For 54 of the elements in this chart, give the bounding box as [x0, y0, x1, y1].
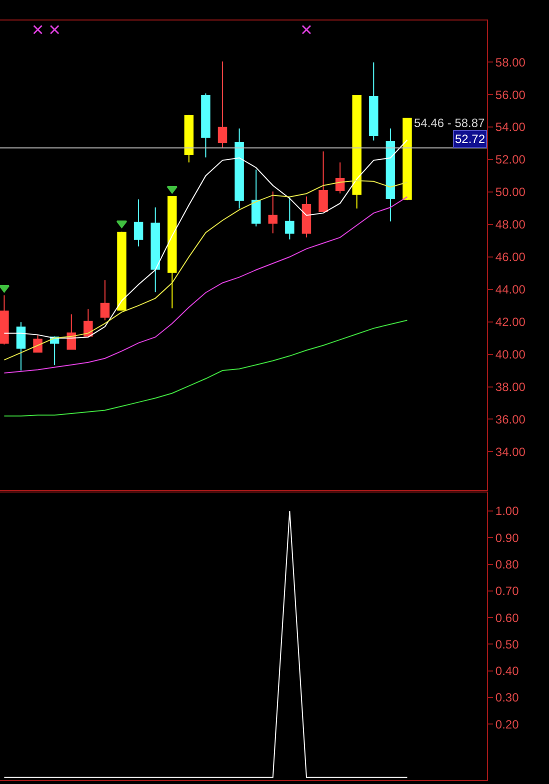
y-tick-label: 46.00	[495, 250, 526, 264]
candlestick	[302, 196, 312, 238]
y-tick-label: 42.00	[495, 315, 526, 330]
y-tick-label: 56.00	[495, 88, 526, 102]
y-tick-label: 0.80	[495, 557, 520, 572]
candlestick	[134, 198, 144, 247]
y-tick-label: 0.90	[495, 530, 520, 545]
y-tick-label: 0.40	[495, 664, 520, 678]
candlestick	[251, 169, 261, 227]
y-tick-label: 0.60	[495, 610, 520, 625]
y-tick-label: 0.20	[495, 717, 520, 732]
y-tick-label: 38.00	[495, 380, 526, 394]
candlestick	[234, 128, 244, 210]
y-tick-label: 54.00	[495, 120, 526, 134]
line-series	[4, 140, 408, 339]
candlestick	[386, 128, 396, 222]
candlestick	[0, 294, 9, 346]
candlestick	[318, 150, 328, 212]
ref-line-label: 52.72	[455, 132, 486, 146]
y-tick-label: 52.00	[495, 152, 526, 167]
y-tick-label: 48.00	[495, 218, 526, 232]
candlestick	[33, 334, 42, 354]
candlestick	[285, 196, 294, 240]
point	[302, 24, 312, 34]
candlestick	[352, 94, 362, 210]
candlestick	[218, 60, 228, 148]
candlestick	[100, 280, 110, 321]
point	[0, 284, 10, 292]
annotation: 54.46 - 58.87	[414, 116, 486, 130]
candlestick	[168, 196, 177, 309]
point	[166, 186, 178, 194]
candlestick	[184, 114, 194, 163]
candlestick	[150, 206, 160, 293]
candlestick	[84, 308, 93, 337]
y-tick-label: 0.70	[495, 584, 520, 598]
y-tick-label: 0.30	[495, 690, 520, 705]
y-tick-label: 1.00	[495, 504, 520, 518]
candlestick	[117, 231, 126, 311]
candlestick	[16, 322, 26, 372]
y-tick-label: 34.00	[495, 444, 526, 459]
point	[33, 24, 43, 34]
candlestick	[201, 92, 210, 158]
y-tick-label: 58.00	[495, 55, 526, 70]
y-tick-label: 44.00	[495, 282, 526, 297]
candlestick	[335, 162, 345, 194]
candlestick	[268, 190, 278, 234]
y-tick-label: 40.00	[495, 347, 526, 362]
y-tick-label: 36.00	[495, 412, 526, 426]
line-series	[4, 320, 408, 416]
point	[50, 24, 60, 34]
candlestick	[369, 62, 378, 142]
y-tick-label: 0.50	[495, 637, 520, 652]
candlestick	[402, 118, 412, 201]
y-tick-label: 50.00	[495, 185, 526, 200]
